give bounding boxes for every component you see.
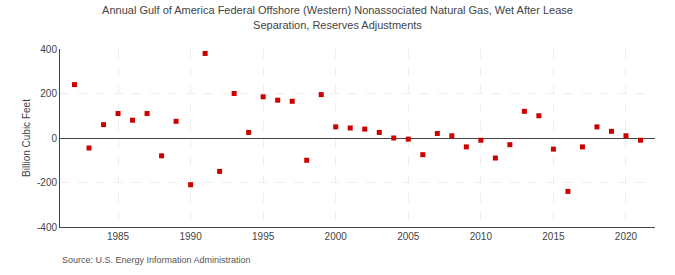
svg-text:2005: 2005 [397,231,420,242]
svg-text:200: 200 [40,88,57,99]
svg-text:1995: 1995 [252,231,275,242]
svg-text:2015: 2015 [542,231,565,242]
svg-text:Annual Gulf of America Federal: Annual Gulf of America Federal Offshore … [102,4,573,30]
svg-text:-200: -200 [37,177,57,188]
svg-text:2020: 2020 [615,231,638,242]
svg-text:-400: -400 [37,222,57,233]
svg-text:1985: 1985 [107,231,130,242]
svg-text:Source: U.S. Energy Informatio: Source: U.S. Energy Information Administ… [62,255,251,265]
svg-text:400: 400 [40,44,57,55]
svg-text:1990: 1990 [179,231,202,242]
svg-text:2010: 2010 [470,231,493,242]
svg-text:Billion Cubic Feet: Billion Cubic Feet [21,99,32,177]
svg-text:0: 0 [51,133,57,144]
svg-text:2000: 2000 [325,231,348,242]
